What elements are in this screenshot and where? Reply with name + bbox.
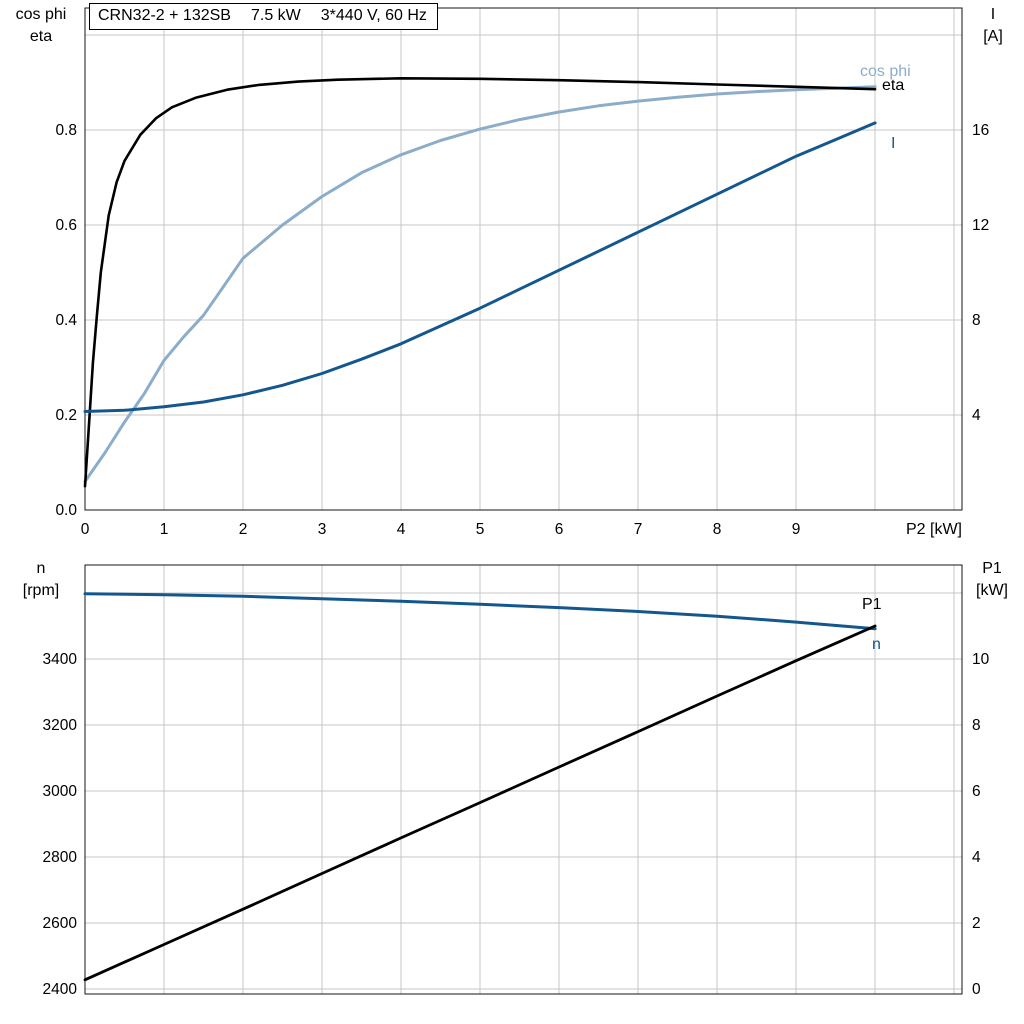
chart-title-box: CRN32-2 + 132SB 7.5 kW 3*440 V, 60 Hz bbox=[89, 3, 438, 30]
svg-text:6: 6 bbox=[972, 783, 981, 800]
pump-model-label: CRN32-2 + 132SB bbox=[98, 7, 231, 24]
svg-text:3000: 3000 bbox=[43, 783, 78, 800]
svg-text:10: 10 bbox=[972, 651, 990, 668]
right-axis-label-current: I bbox=[990, 6, 996, 23]
right-axis-label-current-unit: [A] bbox=[983, 28, 1003, 45]
svg-text:0: 0 bbox=[81, 521, 90, 538]
svg-text:2: 2 bbox=[239, 521, 248, 538]
svg-text:3: 3 bbox=[318, 521, 327, 538]
p1-curve-label: P1 bbox=[862, 596, 882, 613]
svg-text:0.0: 0.0 bbox=[55, 502, 77, 519]
svg-text:7: 7 bbox=[634, 521, 643, 538]
svg-text:P2 [kW]: P2 [kW] bbox=[906, 521, 962, 538]
top-right-axis-label: I [A] bbox=[970, 4, 1016, 48]
svg-text:9: 9 bbox=[792, 521, 801, 538]
svg-text:0.8: 0.8 bbox=[55, 122, 77, 139]
svg-text:8: 8 bbox=[972, 717, 981, 734]
svg-text:4: 4 bbox=[972, 407, 981, 424]
svg-text:2800: 2800 bbox=[43, 849, 78, 866]
svg-text:3200: 3200 bbox=[43, 717, 78, 734]
svg-text:1: 1 bbox=[160, 521, 169, 538]
svg-text:12: 12 bbox=[972, 217, 989, 234]
svg-text:2400: 2400 bbox=[43, 981, 78, 998]
bottom-left-axis-label: n [rpm] bbox=[6, 558, 76, 602]
speed-curve-label: n bbox=[872, 636, 881, 653]
cosphi-curve-label: cos phi bbox=[860, 63, 911, 80]
bottom-chart-plot-area: 2400 2600 2800 3000 3200 3400 0 2 4 6 8 10 bbox=[43, 564, 990, 998]
svg-text:5: 5 bbox=[476, 521, 485, 538]
right-axis-label-p1: P1 bbox=[982, 560, 1002, 577]
eta-curve-label: eta bbox=[882, 77, 905, 94]
svg-text:6: 6 bbox=[555, 521, 564, 538]
left-axis-label-speed: n bbox=[36, 560, 46, 577]
svg-text:0: 0 bbox=[972, 981, 981, 998]
svg-text:2: 2 bbox=[972, 915, 981, 932]
top-left-axis-label: cos phi eta bbox=[6, 4, 76, 48]
svg-text:0.2: 0.2 bbox=[55, 407, 77, 424]
current-curve-label: I bbox=[891, 135, 896, 152]
svg-text:0.4: 0.4 bbox=[55, 312, 77, 329]
svg-text:8: 8 bbox=[713, 521, 722, 538]
svg-text:2600: 2600 bbox=[43, 915, 78, 932]
svg-text:4: 4 bbox=[972, 849, 981, 866]
svg-text:8: 8 bbox=[972, 312, 981, 329]
rated-power-label: 7.5 kW bbox=[250, 7, 301, 24]
svg-text:3400: 3400 bbox=[43, 651, 78, 668]
left-axis-label-speed-unit: [rpm] bbox=[22, 582, 60, 599]
left-axis-label-cosphi: cos phi bbox=[15, 6, 67, 23]
svg-text:16: 16 bbox=[972, 122, 989, 139]
bottom-right-axis-label: P1 [kW] bbox=[966, 558, 1018, 602]
supply-voltage-label: 3*440 V, 60 Hz bbox=[320, 7, 427, 24]
right-axis-label-p1-unit: [kW] bbox=[976, 582, 1008, 599]
svg-text:4: 4 bbox=[397, 521, 406, 538]
svg-text:0.6: 0.6 bbox=[55, 217, 77, 234]
left-axis-label-eta: eta bbox=[29, 28, 53, 45]
